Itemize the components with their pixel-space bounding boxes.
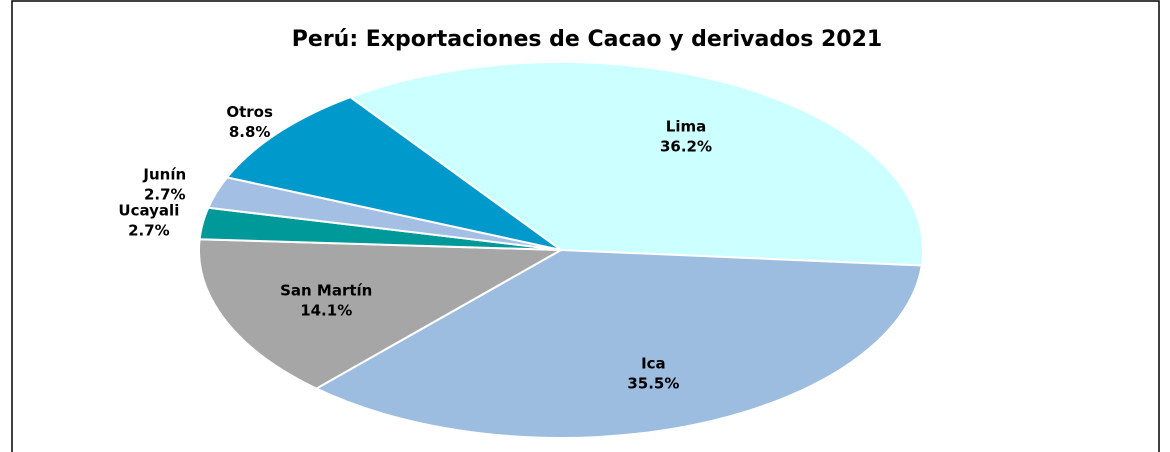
slice-name: San Martín: [280, 282, 372, 300]
pie-slice: [314, 248, 923, 439]
slice-name: Lima: [666, 118, 706, 136]
slice-label: Lima 36.2%: [660, 118, 712, 156]
slice-label: Ucayali 2.7%: [118, 201, 179, 239]
slice-name: Ucayali: [118, 201, 179, 219]
slice-value: 35.5%: [627, 375, 679, 393]
slice-value: 36.2%: [660, 138, 712, 156]
slice-name: Junín: [142, 166, 186, 184]
chart-title: Perú: Exportaciones de Cacao y derivados…: [292, 27, 882, 52]
pie-slice: [225, 96, 562, 251]
pie-slice: [198, 238, 565, 390]
slice-value: 8.8%: [229, 123, 271, 141]
slice-name: Otros: [226, 103, 273, 121]
slice-value: 2.7%: [144, 186, 186, 204]
slice-label: Otros 8.8%: [226, 103, 273, 141]
slice-value: 14.1%: [300, 302, 352, 320]
slice-label: San Martín 14.1%: [280, 282, 372, 320]
slice-label: Ica 35.5%: [627, 355, 679, 393]
pie-slice: [348, 61, 924, 267]
slice-name: Ica: [641, 355, 666, 373]
slice-value: 2.7%: [128, 221, 170, 239]
slice-label: Junín 2.7%: [142, 166, 186, 204]
